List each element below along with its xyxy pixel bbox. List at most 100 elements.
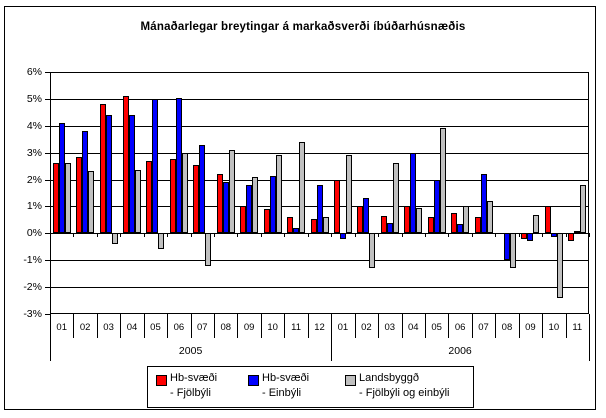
zero-axis-tick bbox=[518, 233, 520, 238]
legend-label-qualifier: - Fjölbýli bbox=[170, 387, 211, 399]
bar-hb-svaedi-fjolbyli-7 bbox=[216, 174, 223, 234]
month-label: 04 bbox=[407, 322, 419, 333]
month-label: 08 bbox=[220, 322, 232, 333]
y-axis-tick-label: -2% bbox=[23, 281, 42, 294]
bar-landsbyggd-fjolbyli-og-einbyli-15 bbox=[416, 207, 423, 234]
zero-axis-tick bbox=[120, 233, 122, 238]
zero-axis-tick bbox=[378, 233, 380, 238]
month-separator-tick bbox=[378, 314, 380, 338]
zero-axis-tick bbox=[73, 233, 75, 238]
month-label: 04 bbox=[126, 322, 138, 333]
bar-hb-svaedi-fjolbyli-6 bbox=[193, 164, 200, 234]
y-axis-tick-label: 1% bbox=[26, 200, 42, 213]
bar-hb-svaedi-fjolbyli-2 bbox=[99, 104, 106, 234]
bar-landsbyggd-fjolbyli-og-einbyli-8 bbox=[252, 176, 259, 234]
legend-label-qualifier: - Fjölbýli og einbýli bbox=[359, 387, 450, 399]
bar-landsbyggd-fjolbyli-og-einbyli-4 bbox=[158, 233, 165, 250]
zero-axis-tick bbox=[471, 233, 473, 238]
y-axis-tick bbox=[45, 179, 50, 181]
month-label: 11 bbox=[291, 322, 301, 333]
bar-hb-svaedi-fjolbyli-18 bbox=[474, 217, 481, 234]
month-separator-tick bbox=[542, 314, 544, 338]
zero-axis-tick bbox=[260, 233, 262, 238]
bar-landsbyggd-fjolbyli-og-einbyli-13 bbox=[369, 233, 376, 269]
bar-hb-svaedi-einbyli-1 bbox=[82, 131, 89, 234]
y-gridline bbox=[50, 287, 589, 289]
year-label: 2005 bbox=[178, 345, 203, 357]
bar-hb-svaedi-fjolbyli-4 bbox=[146, 160, 153, 234]
zero-axis-tick bbox=[50, 233, 51, 238]
bar-hb-svaedi-einbyli-15 bbox=[410, 152, 417, 234]
legend-swatch-gray bbox=[345, 375, 356, 386]
bar-hb-svaedi-einbyli-17 bbox=[457, 223, 464, 234]
y-axis-tick-label: -3% bbox=[23, 308, 42, 320]
zero-axis-tick bbox=[589, 233, 590, 238]
bar-hb-svaedi-einbyli-22 bbox=[574, 230, 581, 234]
bar-hb-svaedi-einbyli-5 bbox=[175, 97, 182, 234]
legend-swatch-red bbox=[156, 375, 167, 386]
bar-landsbyggd-fjolbyli-og-einbyli-21 bbox=[556, 233, 563, 298]
month-label: 10 bbox=[267, 322, 278, 333]
bar-hb-svaedi-einbyli-16 bbox=[433, 179, 440, 234]
bar-landsbyggd-fjolbyli-og-einbyli-17 bbox=[463, 206, 470, 234]
month-label: 09 bbox=[243, 322, 255, 333]
month-separator-tick bbox=[214, 314, 216, 338]
zero-axis-tick bbox=[143, 233, 145, 238]
bar-hb-svaedi-einbyli-7 bbox=[222, 182, 229, 234]
month-separator-tick bbox=[448, 314, 450, 338]
y-axis-tick bbox=[45, 72, 50, 73]
bar-hb-svaedi-fjolbyli-16 bbox=[427, 217, 434, 234]
zero-axis-tick bbox=[401, 233, 403, 238]
bar-hb-svaedi-einbyli-13 bbox=[363, 198, 370, 234]
zero-axis-tick bbox=[237, 233, 239, 238]
bar-hb-svaedi-fjolbyli-21 bbox=[544, 206, 551, 234]
month-separator-tick bbox=[424, 314, 426, 338]
month-separator-tick bbox=[354, 314, 356, 338]
bar-landsbyggd-fjolbyli-og-einbyli-9 bbox=[275, 155, 282, 234]
month-separator-tick bbox=[143, 314, 145, 338]
bar-hb-svaedi-einbyli-18 bbox=[480, 174, 487, 234]
bar-hb-svaedi-einbyli-6 bbox=[199, 144, 206, 234]
y-axis-tick-label: 6% bbox=[26, 66, 42, 78]
y-axis-tick bbox=[45, 125, 50, 127]
legend-label: Hb-svæði bbox=[170, 372, 218, 384]
zero-axis-tick bbox=[284, 233, 286, 238]
month-separator-tick bbox=[471, 314, 473, 338]
month-separator-tick bbox=[260, 314, 262, 338]
month-label: 12 bbox=[314, 322, 325, 333]
month-separator-tick bbox=[73, 314, 75, 338]
zero-axis-tick bbox=[190, 233, 192, 238]
zero-axis-tick bbox=[354, 233, 356, 238]
bar-hb-svaedi-einbyli-4 bbox=[152, 98, 159, 234]
bar-landsbyggd-fjolbyli-og-einbyli-5 bbox=[181, 152, 188, 234]
plot-border bbox=[50, 72, 589, 314]
bar-hb-svaedi-einbyli-3 bbox=[129, 115, 136, 234]
bar-hb-svaedi-fjolbyli-22 bbox=[568, 233, 575, 242]
bar-hb-svaedi-einbyli-0 bbox=[58, 123, 65, 234]
bar-landsbyggd-fjolbyli-og-einbyli-18 bbox=[486, 201, 493, 234]
bar-hb-svaedi-fjolbyli-8 bbox=[240, 206, 247, 234]
y-gridline bbox=[50, 152, 589, 154]
bar-hb-svaedi-einbyli-14 bbox=[386, 222, 393, 234]
y-gridline bbox=[50, 125, 589, 127]
bar-landsbyggd-fjolbyli-og-einbyli-19 bbox=[509, 233, 516, 269]
month-label: 05 bbox=[431, 322, 442, 333]
legend-label: Landsbyggð bbox=[359, 372, 419, 384]
bar-hb-svaedi-fjolbyli-14 bbox=[380, 215, 387, 234]
bar-hb-svaedi-fjolbyli-1 bbox=[76, 156, 83, 234]
month-label: 05 bbox=[150, 322, 161, 333]
month-label: 01 bbox=[337, 322, 349, 333]
bar-hb-svaedi-fjolbyli-11 bbox=[310, 218, 317, 234]
legend: Hb-svæði - Fjölbýli Hb-svæði - Einbýli L… bbox=[147, 366, 474, 408]
month-label: 10 bbox=[548, 322, 560, 333]
month-label: 03 bbox=[103, 322, 114, 333]
bar-landsbyggd-fjolbyli-og-einbyli-20 bbox=[533, 214, 540, 234]
month-separator-tick bbox=[518, 314, 520, 338]
month-label: 02 bbox=[79, 322, 91, 333]
month-label: 08 bbox=[501, 322, 513, 333]
zero-axis-tick bbox=[167, 233, 169, 238]
year-separator bbox=[50, 314, 51, 361]
y-axis-tick-label: 2% bbox=[26, 173, 42, 186]
zero-axis-tick bbox=[542, 233, 544, 238]
